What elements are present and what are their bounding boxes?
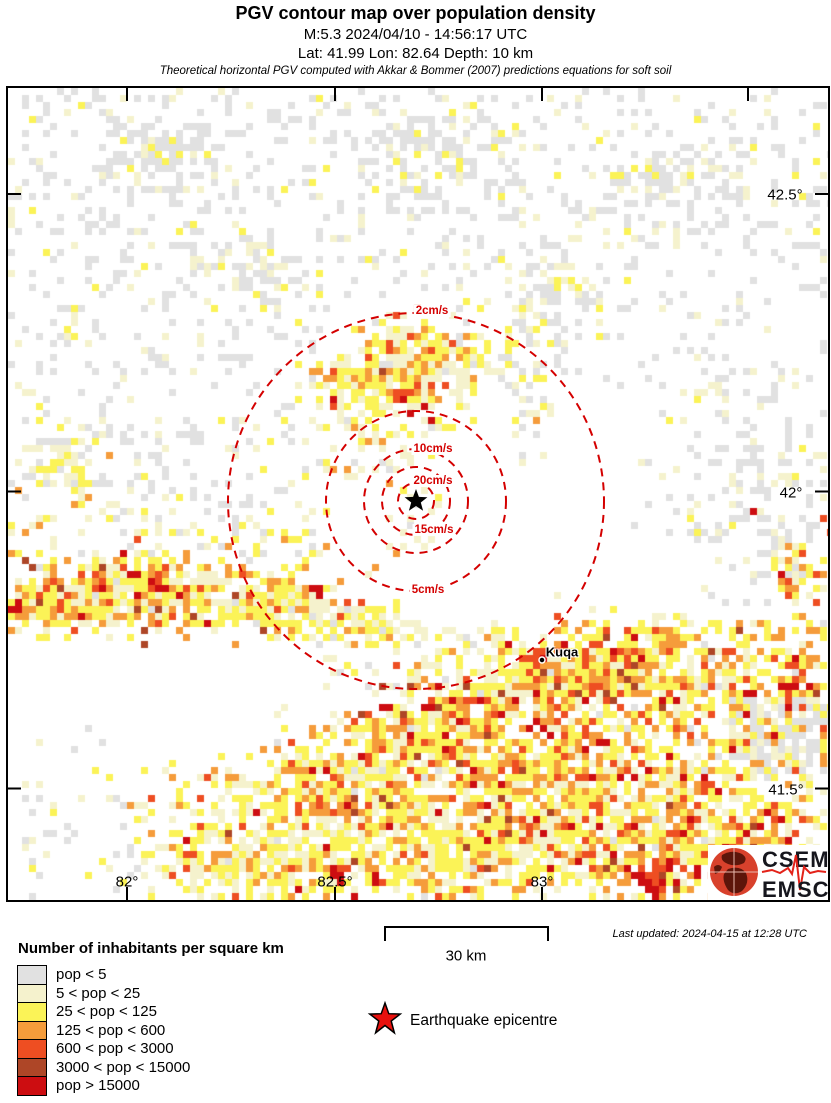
method-note: Theoretical horizontal PGV computed with… (159, 65, 672, 77)
legend-row: pop < 5 (17, 965, 190, 985)
legend-row: 25 < pop < 125 (17, 1002, 190, 1022)
epicentre-label: Earthquake epicentre (410, 1012, 558, 1029)
lat-label-42-5: 42.5° (767, 186, 803, 204)
logo-seismogram-icon (761, 854, 827, 891)
legend-label: pop < 5 (56, 966, 107, 984)
legend-row: 3000 < pop < 15000 (17, 1057, 191, 1077)
csem-emsc-logo: CSEM EMSC (708, 845, 829, 902)
epicentre-star-icon (367, 1000, 403, 1035)
lat-label-42: 42° (779, 484, 803, 502)
legend-label: 125 < pop < 600 (56, 1021, 166, 1039)
legend-row: 5 < pop < 25 (17, 983, 190, 1003)
lon-label-82-5: 82.5° (317, 873, 353, 891)
contour-label-5cms: 5cm/s (409, 583, 447, 597)
logo-globe-icon (710, 848, 758, 896)
legend-label: 25 < pop < 125 (56, 1003, 157, 1021)
city-label-kuqa: Kuqa (545, 644, 579, 660)
legend-swatch-25-125 (17, 1002, 47, 1022)
legend-swatch-600-3000 (17, 1039, 47, 1059)
legend-swatch-gt-15000 (17, 1076, 47, 1096)
axis-ticks (8, 88, 828, 900)
legend-row: 600 < pop < 3000 (17, 1039, 190, 1059)
legend-label: pop > 15000 (56, 1077, 140, 1095)
legend-title: Number of inhabitants per square km (18, 940, 284, 957)
contour-label-2cms: 2cm/s (413, 304, 451, 318)
legend-swatch-5-25 (17, 983, 47, 1003)
scale-bar-label: 30 km (445, 947, 487, 965)
last-updated: Last updated: 2024-04-15 at 12:28 UTC (612, 928, 807, 940)
population-density-canvas (8, 88, 828, 900)
legend-row: 125 < pop < 600 (17, 1020, 190, 1040)
page-title: PGV contour map over population density (235, 3, 596, 23)
header: PGV contour map over population density … (0, 0, 831, 77)
scale-bar (384, 926, 549, 941)
map-overlay (8, 88, 828, 900)
legend-row: pop > 15000 (17, 1076, 190, 1096)
event-magnitude-time: M:5.3 2024/04/10 - 14:56:17 UTC (303, 26, 528, 43)
legend-swatch-3000-15000 (17, 1057, 47, 1077)
legend-swatch-pop-lt-5 (17, 965, 47, 985)
city-dot-kuqa (538, 656, 546, 664)
contour-label-10cms: 10cm/s (411, 442, 455, 456)
epicenter-star-icon (404, 489, 428, 511)
legend-label: 600 < pop < 3000 (56, 1040, 174, 1058)
map: 2cm/s 5cm/s 10cm/s 15cm/s 20cm/s Kuqa 42… (6, 86, 830, 902)
legend-swatch-125-600 (17, 1020, 47, 1040)
lon-label-83: 83° (530, 873, 554, 891)
lat-label-41-5: 41.5° (768, 781, 804, 799)
legend-label: 5 < pop < 25 (56, 984, 141, 1002)
contour-label-20cms: 20cm/s (411, 474, 455, 488)
contour-label-15cms: 15cm/s (412, 523, 456, 537)
legend-label: 3000 < pop < 15000 (56, 1058, 191, 1076)
logo-graphic: CSEM EMSC (710, 847, 829, 902)
logo-emsc-text: EMSC (762, 877, 828, 900)
pgv-contour-15cms (381, 466, 451, 536)
population-legend: pop < 5 5 < pop < 25 25 < pop < 125 125 … (17, 965, 191, 1096)
event-location-depth: Lat: 41.99 Lon: 82.64 Depth: 10 km (297, 45, 534, 62)
lon-label-82: 82° (115, 873, 139, 891)
